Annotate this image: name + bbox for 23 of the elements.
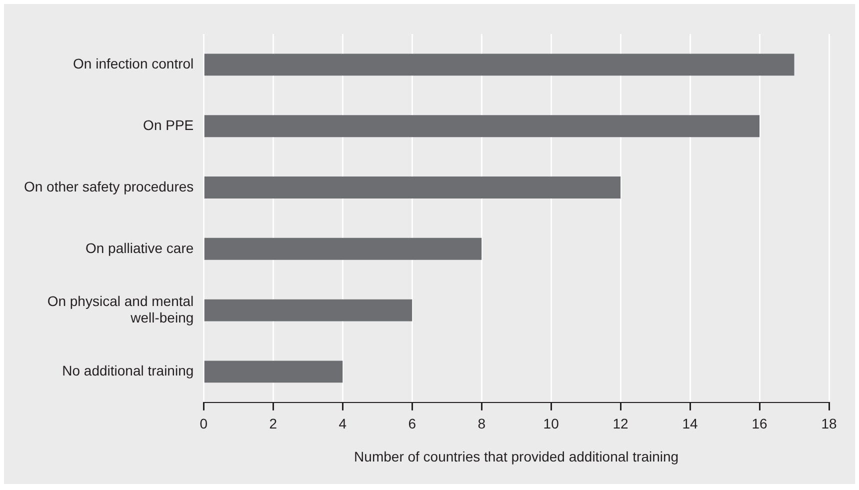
bar [204,238,482,260]
x-tick-label: 14 [682,416,698,432]
bar [204,360,343,383]
bar [204,54,794,76]
bar [204,115,760,138]
x-tick-label: 10 [543,416,560,432]
y-tick-label: On palliative care [85,240,194,256]
bar [204,299,412,322]
x-axis-title: Number of countries that provided additional training [354,448,679,464]
y-tick-label: No additional training [62,362,194,379]
x-tick-label: 16 [752,416,768,432]
x-tick-label: 8 [478,416,486,432]
x-tick-label: 2 [269,416,278,432]
x-tick-label: 18 [821,416,837,432]
y-tick-label: On PPE [143,116,194,133]
x-tick-label: 6 [408,416,416,432]
y-tick-label: On infection control [73,56,194,72]
y-tick-label: On other safety procedures [24,178,194,194]
x-tick-label: 0 [200,416,208,432]
x-tick-label: 4 [338,416,347,432]
x-tick-label: 12 [612,416,629,432]
y-tick-label: On physical and mental well-being [47,292,194,326]
bar [204,176,621,198]
